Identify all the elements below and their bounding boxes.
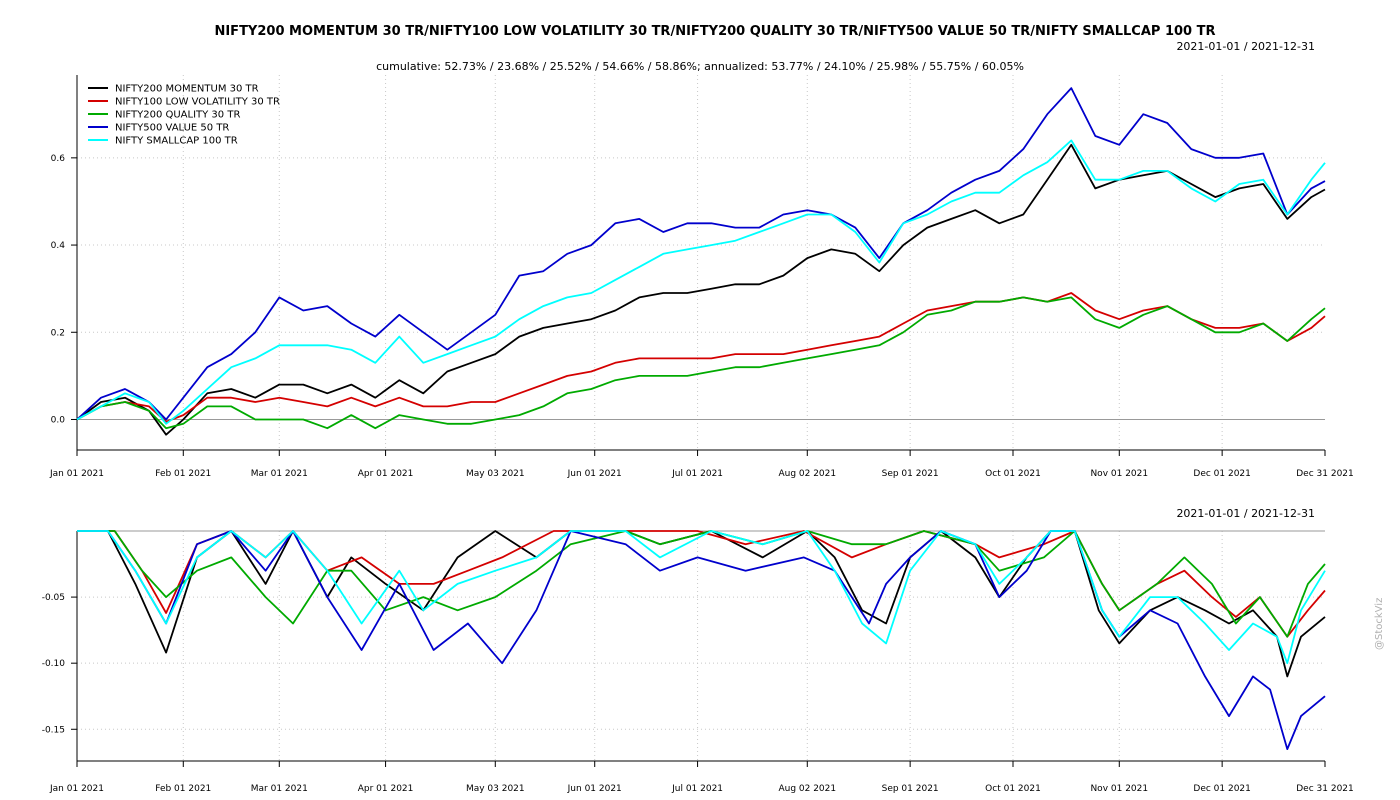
top-date-range: 2021-01-01 / 2021-12-31 [1176, 40, 1315, 53]
bottom-x-tick-label: Aug 02 2021 [778, 784, 836, 794]
top-x-tick-label: Mar 01 2021 [251, 469, 308, 479]
top-series-line-1 [76, 292, 1326, 423]
top-y-tick-label: 0.6 [51, 154, 66, 164]
bottom-x-tick-label: Jan 01 2021 [49, 784, 104, 794]
top-x-tick-label: Aug 02 2021 [778, 469, 836, 479]
top-x-tick-label: Dec 01 2021 [1193, 469, 1251, 479]
drawdown-panel: Jan 01 2021 Feb 01 2021 Mar 01 2021 Apr 01 … [42, 530, 1354, 794]
bottom-series-line-0 [77, 530, 1326, 678]
top-series-line-3 [76, 87, 1326, 421]
bottom-x-tick-label: Dec 01 2021 [1193, 784, 1251, 794]
legend-label: NIFTY SMALLCAP 100 TR [115, 136, 238, 147]
bottom-x-tick-label: Sep 01 2021 [882, 784, 939, 794]
legend-label: NIFTY100 LOW VOLATILITY 30 TR [115, 97, 280, 108]
legend-label: NIFTY500 VALUE 50 TR [115, 123, 229, 134]
watermark: @StockViz [1374, 598, 1385, 650]
top-x-tick-label: Dec 31 2021 [1296, 469, 1354, 479]
bottom-x-tick-label: Jun 01 2021 [567, 784, 622, 794]
bottom-x-tick-label: Nov 01 2021 [1090, 784, 1148, 794]
bottom-series-line-4 [77, 530, 1326, 665]
top-x-tick-label: Jul 01 2021 [671, 469, 723, 479]
chart-subtitle: cumulative: 52.73% / 23.68% / 25.52% / 5… [376, 60, 1024, 73]
bottom-date-range: 2021-01-01 / 2021-12-31 [1176, 507, 1315, 520]
bottom-x-tick-label: May 03 2021 [466, 784, 525, 794]
top-y-tick-label: 0.0 [51, 415, 66, 425]
bottom-y-tick-label: -0.10 [42, 659, 66, 669]
top-x-tick-label: Jan 01 2021 [49, 469, 104, 479]
bottom-x-tick-label: Oct 01 2021 [985, 784, 1041, 794]
bottom-series-line-3 [77, 530, 1326, 750]
bottom-x-tick-label: Jul 01 2021 [671, 784, 723, 794]
legend: NIFTY200 MOMENTUM 30 TR NIFTY100 LOW VOLA… [88, 84, 280, 147]
top-x-tick-label: Feb 01 2021 [155, 469, 211, 479]
bottom-y-tick-label: -0.05 [42, 593, 65, 603]
top-x-tick-label: May 03 2021 [466, 469, 525, 479]
bottom-x-tick-label: Feb 01 2021 [155, 784, 211, 794]
chart-title: NIFTY200 MOMENTUM 30 TR/NIFTY100 LOW VOL… [214, 24, 1215, 39]
top-x-tick-label: Jun 01 2021 [567, 469, 622, 479]
top-y-tick-label: 0.4 [51, 241, 66, 251]
top-x-tick-label: Sep 01 2021 [882, 469, 939, 479]
top-series-line-0 [76, 143, 1326, 436]
top-x-tick-label: Apr 01 2021 [358, 469, 414, 479]
top-series-line-2 [76, 296, 1326, 430]
top-y-tick-label: 0.2 [51, 328, 65, 338]
bottom-y-tick-label: -0.15 [42, 725, 65, 735]
top-x-tick-label: Oct 01 2021 [985, 469, 1041, 479]
performance-panel: Jan 01 2021 Feb 01 2021 Mar 01 2021 Apr 01 … [49, 75, 1354, 479]
bottom-x-tick-label: Mar 01 2021 [251, 784, 308, 794]
legend-label: NIFTY200 QUALITY 30 TR [115, 110, 240, 121]
top-series-line-4 [76, 139, 1326, 425]
bottom-x-tick-label: Dec 31 2021 [1296, 784, 1354, 794]
bottom-x-tick-label: Apr 01 2021 [358, 784, 414, 794]
top-x-tick-label: Nov 01 2021 [1090, 469, 1148, 479]
legend-label: NIFTY200 MOMENTUM 30 TR [115, 84, 259, 95]
